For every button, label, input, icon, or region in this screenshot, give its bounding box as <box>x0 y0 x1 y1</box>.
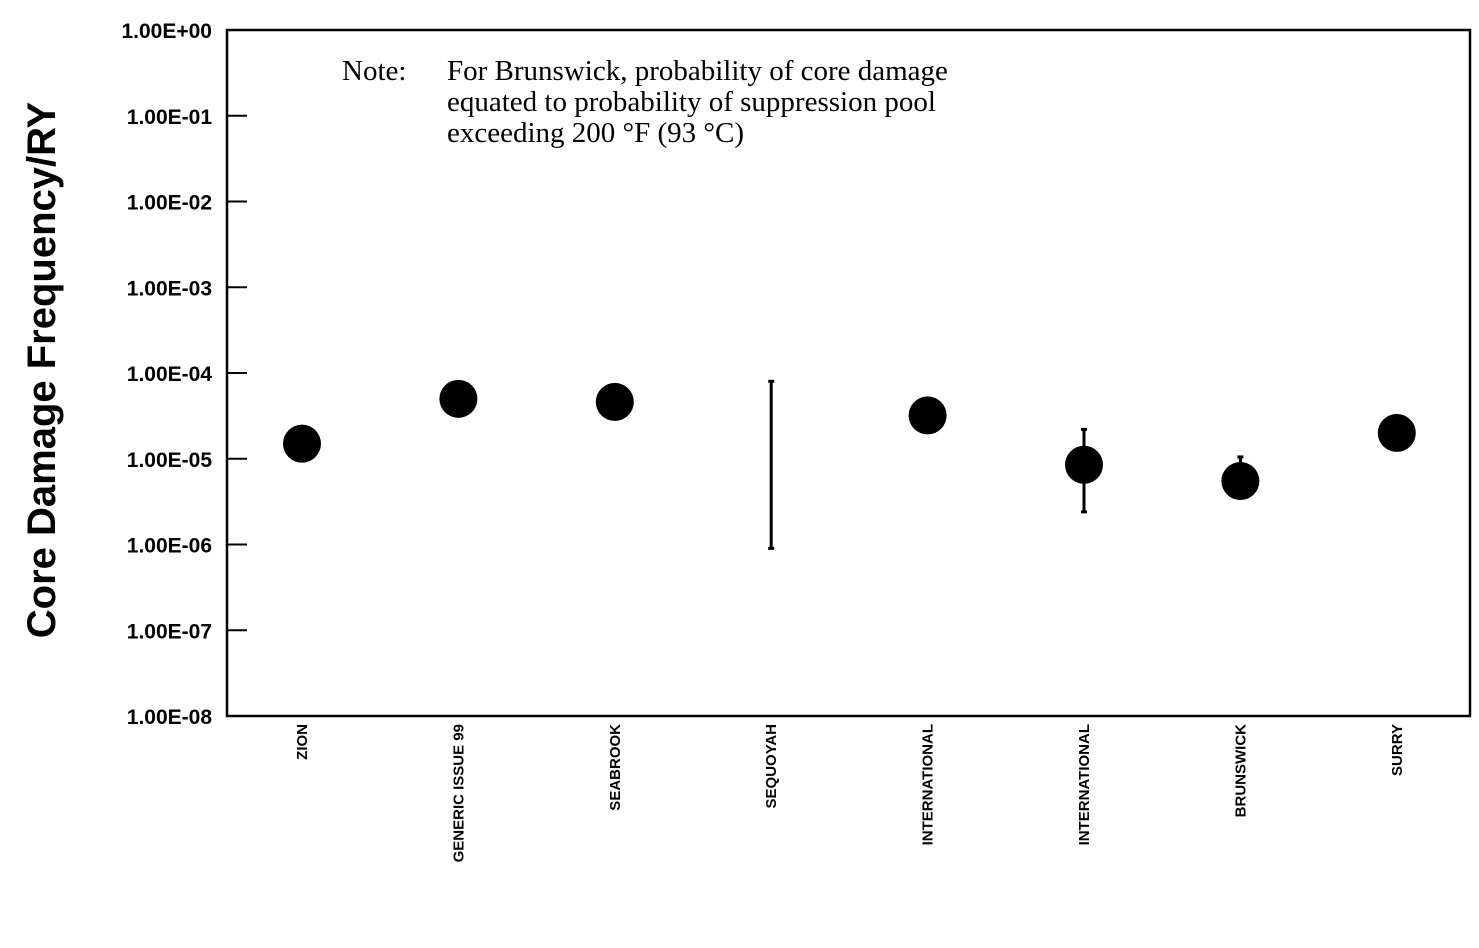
note-label: Note: <box>342 55 406 87</box>
y-tick-label: 1.00E-03 <box>127 277 212 300</box>
data-point <box>439 379 478 418</box>
y-tick-label: 1.00E-06 <box>127 535 212 558</box>
note-annotation: Note: For Brunswick, probability of core… <box>342 55 948 149</box>
data-point <box>595 382 634 421</box>
y-tick-label: 1.00E-04 <box>127 363 213 386</box>
y-axis-ticks: 1.00E+00 1.00E-01 1.00E-02 1.00E-03 1.00E-04… <box>121 20 247 729</box>
data-point <box>908 396 947 435</box>
x-category-label: BRUNSWICK <box>1232 724 1249 817</box>
x-axis-category-labels: ZION GENERIC ISSUE 99 SEABROOK SEQUOYAH INTE… <box>294 724 1406 863</box>
data-point <box>1221 462 1260 501</box>
x-category-label: ZION <box>294 724 311 760</box>
y-tick-label: 1.00E-02 <box>127 192 212 215</box>
x-category-label: GENERIC ISSUE 99 <box>450 724 467 862</box>
data-points <box>283 379 1416 501</box>
note-line-1: For Brunswick, probability of core damag… <box>447 55 948 87</box>
plot-border <box>225 28 1472 718</box>
x-category-label: INTERNATIONAL <box>920 724 937 845</box>
error-bars <box>768 379 1244 550</box>
y-tick-label: 1.00E-05 <box>127 449 213 472</box>
data-point <box>1377 413 1416 452</box>
x-category-label: INTERNATIONAL <box>1076 724 1093 845</box>
plot-frame <box>225 28 1472 718</box>
x-category-label: SEQUOYAH <box>763 724 780 808</box>
note-line-3: exceeding 200 °F (93 °C) <box>447 117 744 149</box>
y-tick-label: 1.00E-01 <box>127 106 213 129</box>
x-category-label: SURRY <box>1389 724 1406 776</box>
y-tick-label: 1.00E-07 <box>127 620 212 643</box>
note-line-2: equated to probability of suppression po… <box>447 86 936 118</box>
y-axis-label: Core Damage Frequency/RY <box>20 101 64 638</box>
data-point <box>1065 445 1103 484</box>
x-category-label: SEABROOK <box>607 724 624 811</box>
y-tick-label: 1.00E+00 <box>121 20 212 43</box>
data-point <box>283 424 321 463</box>
y-tick-label: 1.00E-08 <box>127 706 213 729</box>
